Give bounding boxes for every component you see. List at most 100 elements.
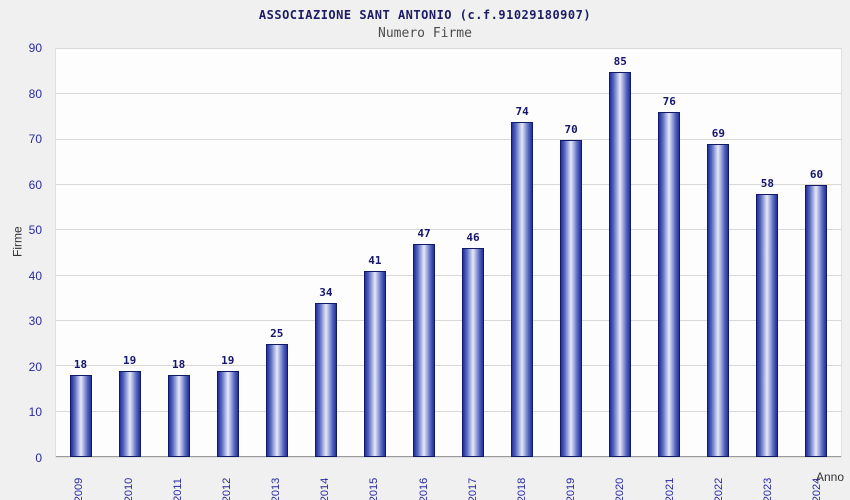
bar-value-2016: 47 [417,226,431,240]
x-tick-text-2019: 2019 [565,477,578,500]
x-tick-text-2018: 2018 [516,477,529,500]
x-tick-label-2022: 2022 [694,458,743,500]
bar-group-2010: 19 [105,49,154,457]
x-tick-text-2010: 2010 [122,477,135,500]
bar-value-2023: 58 [760,177,775,191]
bar-2021 [658,112,681,457]
bar-group-2013: 25 [252,49,301,457]
chart-subtitle: Numero Firme [378,26,472,41]
bar-group-2024: 60 [792,49,841,457]
x-tick-text-2023: 2023 [762,477,775,500]
gridline-10 [56,410,841,412]
bar-group-2015: 41 [350,49,399,457]
bar-group-2019: 70 [547,49,596,457]
bar-value-2010: 19 [122,353,137,367]
x-tick-text-2016: 2016 [417,477,430,500]
bar-value-2011: 18 [172,358,186,372]
x-tick-label-2011: 2011 [153,458,202,500]
y-tick-label-30: 30 [28,314,42,329]
bar-group-2011: 18 [154,49,203,457]
gridline-60 [56,184,841,186]
x-tick-label-2014: 2014 [301,458,350,500]
bar-group-2017: 46 [449,49,498,457]
bar-value-2017: 46 [466,231,480,245]
bar-2020 [609,71,632,457]
y-tick-label-70: 70 [28,132,42,147]
x-tick-text-2015: 2015 [368,477,381,500]
x-tick-text-2011: 2011 [171,478,184,500]
x-tick-label-2023: 2023 [744,458,793,500]
y-axis-title: Firme [10,226,25,257]
bar-group-2020: 85 [596,49,645,457]
x-axis-title: Anno [815,470,844,484]
y-tick-label-40: 40 [28,268,42,283]
bar-value-2021: 76 [662,95,676,109]
bar-2019 [560,139,583,457]
bar-group-2014: 34 [301,49,350,457]
bar-2011 [167,375,190,457]
bars-row: 18 19 18 19 25 34 41 47 46 74 70 85 76 69 58 60 [56,49,841,457]
bar-2017 [462,248,485,457]
x-tick-text-2012: 2012 [221,477,234,500]
bar-2024 [805,185,828,457]
bar-value-2022: 69 [711,127,725,141]
bar-2018 [511,121,534,457]
x-tick-text-2020: 2020 [614,477,627,500]
bar-value-2020: 85 [613,54,627,68]
bar-2014 [314,302,337,457]
bar-group-2012: 19 [203,49,252,457]
bar-group-2016: 47 [399,49,448,457]
x-tick-label-2009: 2009 [55,458,104,500]
x-tick-label-2013: 2013 [252,458,301,500]
plot-area: 18 19 18 19 25 34 41 47 46 74 70 85 76 69 58 60 [55,48,842,458]
bar-value-2019: 70 [564,122,578,136]
gridline-40 [56,274,841,276]
bar-value-2012: 19 [221,353,235,367]
gridline-80 [56,93,841,95]
y-tick-label-90: 90 [28,41,42,55]
bar-value-2014: 34 [319,285,333,299]
gridline-20 [56,365,841,367]
bar-group-2021: 76 [645,49,694,457]
gridline-70 [56,138,841,140]
x-tick-label-2010: 2010 [104,458,153,500]
gridline-30 [56,320,841,322]
bar-value-2015: 41 [368,254,382,268]
bar-group-2023: 58 [743,49,792,457]
bar-2010 [118,370,141,457]
x-tick-label-2020: 2020 [596,458,645,500]
x-tick-text-2014: 2014 [319,477,332,500]
bar-group-2018: 74 [498,49,547,457]
bar-2013 [265,343,288,457]
bar-2012 [216,370,239,457]
x-tick-label-2017: 2017 [449,458,498,500]
y-tick-label-80: 80 [28,86,42,101]
bar-value-2018: 74 [515,104,529,118]
x-tick-text-2021: 2021 [663,477,676,500]
chart-title: ASSOCIAZIONE SANT ANTONIO (c.f.910291809… [258,8,592,22]
x-tick-text-2022: 2022 [713,477,726,500]
x-tick-label-2015: 2015 [350,458,399,500]
y-tick-label-60: 60 [28,177,42,192]
x-tick-label-2021: 2021 [645,458,694,500]
bar-value-2024: 60 [809,168,824,182]
y-axis-tick-labels: 0 10 20 30 40 50 60 70 80 90 [0,41,50,465]
y-tick-label-10: 10 [28,405,42,420]
x-axis-tick-labels: 2009 2010 2011 2012 2013 2014 2015 2016 2017 2018… [55,458,842,500]
x-tick-text-2017: 2017 [467,477,480,500]
bar-2009 [69,375,92,457]
x-tick-text-2013: 2013 [270,477,283,500]
y-tick-label-50: 50 [28,223,42,238]
bar-group-2022: 69 [694,49,743,457]
bar-2022 [707,144,730,457]
x-tick-label-2016: 2016 [399,458,448,500]
bar-2023 [756,194,779,457]
gridline-50 [56,229,841,231]
y-tick-label-20: 20 [28,359,42,374]
bar-group-2009: 18 [56,49,105,457]
bar-value-2009: 18 [73,358,88,372]
bar-2016 [412,243,435,457]
x-tick-text-2009: 2009 [73,477,86,500]
gridline-0 [56,456,841,457]
